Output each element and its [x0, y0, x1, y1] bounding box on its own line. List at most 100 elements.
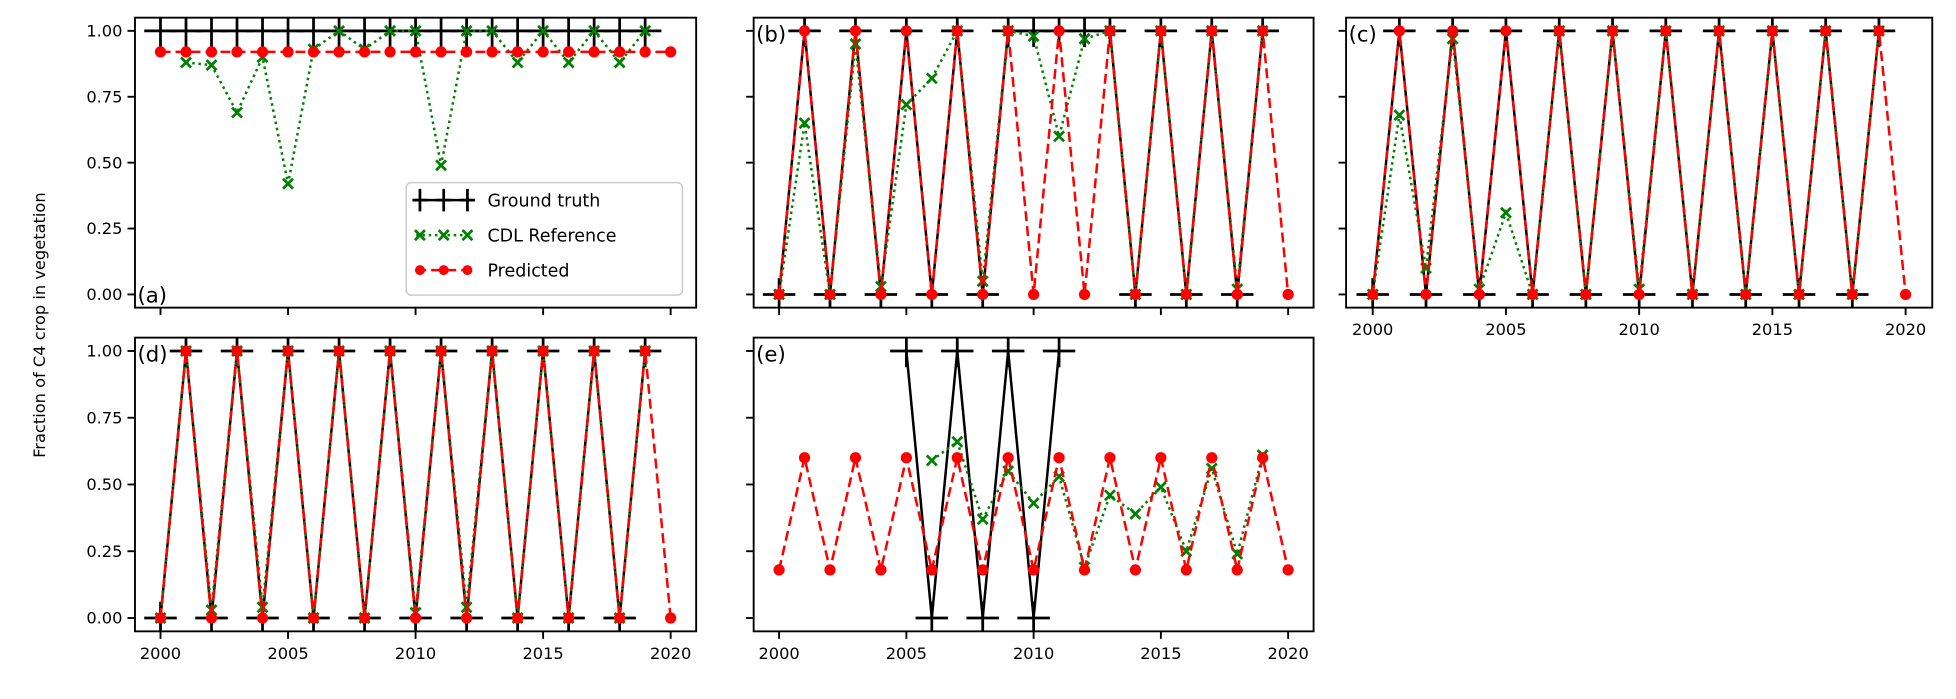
ground-truth-marker [1042, 337, 1076, 368]
ground-truth-marker [941, 337, 974, 368]
predicted-marker [951, 452, 963, 464]
x-tick-label: 2010 [1013, 644, 1054, 663]
predicted-marker [1686, 288, 1699, 301]
axes-frame [134, 16, 698, 309]
y-tick-label: 0.25 [86, 542, 122, 561]
cdl-reference-marker [511, 56, 524, 69]
legend-plus-icon [412, 188, 428, 212]
y-tick-label: 0.50 [86, 475, 122, 494]
predicted-marker [875, 564, 887, 576]
predicted-marker [875, 288, 887, 301]
predicted-marker [1104, 452, 1116, 464]
plot-area [1356, 17, 1912, 308]
predicted-marker [1053, 452, 1065, 464]
predicted-marker [1155, 25, 1167, 37]
axes-frame [752, 336, 1315, 633]
predicted-marker [1447, 25, 1459, 37]
predicted-marker [1846, 288, 1858, 301]
x-tick-label: 2000 [140, 644, 181, 663]
predicted-marker [1899, 288, 1912, 301]
predicted-marker [798, 452, 811, 464]
predicted-marker [849, 452, 862, 464]
cdl-reference-marker [1104, 489, 1116, 502]
predicted-marker [511, 612, 524, 624]
predicted-marker [588, 345, 600, 357]
predicted-marker [1180, 288, 1192, 301]
predicted-marker [1740, 288, 1752, 301]
panel-label: (c) [1349, 22, 1377, 47]
y-axis-label: Fraction of C4 crop in vegetation [30, 192, 49, 458]
predicted-marker [1206, 452, 1218, 464]
cdl-reference-marker [900, 98, 913, 111]
predicted-marker [1002, 452, 1014, 464]
panels: 0.000.250.500.751.00(a)(b)2000 2005 2010 20… [86, 16, 1934, 663]
predicted-marker [773, 564, 785, 576]
y-tick-label: 0.50 [86, 153, 122, 172]
predicted-marker [1766, 25, 1779, 37]
ground-truth-marker [915, 601, 949, 632]
predicted-marker [1180, 564, 1192, 576]
predicted-marker [1129, 564, 1142, 576]
predicted-marker [1155, 452, 1167, 464]
ground-truth-marker [1017, 601, 1050, 632]
cdl-reference-marker [1499, 206, 1512, 219]
predicted-marker [1420, 288, 1432, 301]
predicted-marker [639, 345, 651, 357]
legend-x-icon [413, 229, 426, 242]
predicted-marker [486, 345, 498, 357]
predicted-marker [154, 612, 167, 624]
legend-plus-icon [436, 188, 452, 212]
cdl-reference-marker [1078, 32, 1091, 45]
plot-area [762, 17, 1294, 308]
predicted-marker [1393, 25, 1405, 37]
predicted-marker [1002, 25, 1014, 37]
cdl-reference-marker [282, 177, 295, 190]
predicted-marker [282, 345, 294, 357]
predicted-marker [307, 46, 320, 58]
predicted-marker [1282, 564, 1294, 576]
cdl-reference-marker [976, 275, 989, 288]
x-tick-label: 2015 [522, 644, 563, 663]
predicted-marker [1526, 288, 1539, 301]
axes-frame [134, 336, 698, 633]
predicted-marker [282, 46, 294, 58]
cdl-reference-marker [333, 24, 346, 37]
panel-b: (b) [746, 16, 1315, 316]
cdl-reference-marker [951, 435, 964, 448]
predicted-marker [435, 345, 447, 357]
predicted-marker [849, 25, 862, 37]
predicted-marker [1027, 564, 1040, 576]
panel-a: 0.00 0.25 0.50 0.75 1.00 (a) [86, 16, 698, 316]
predicted-marker [537, 345, 549, 357]
predicted-marker [180, 345, 192, 357]
predicted-marker [1257, 25, 1269, 37]
y-tick-label: 1.00 [86, 21, 122, 40]
panel-e: 2000 2005 2010 2015 2020 (e) [746, 336, 1315, 663]
cdl-reference-marker [798, 117, 811, 130]
y-tick-label: 0.25 [86, 219, 122, 238]
legend-x-icon [437, 229, 450, 242]
predicted-marker [665, 612, 677, 624]
predicted-marker [824, 564, 836, 576]
cdl-reference-marker [1154, 481, 1167, 494]
predicted-marker [333, 46, 345, 58]
x-tick-label: 2020 [650, 644, 691, 663]
predicted-marker [307, 612, 320, 624]
predicted-marker [1078, 564, 1091, 576]
predicted-marker [1713, 25, 1725, 37]
predicted-marker [231, 46, 243, 58]
predicted-marker [1553, 25, 1565, 37]
predicted-marker [231, 345, 243, 357]
predicted-marker [460, 612, 473, 624]
ground-truth-marker [991, 337, 1025, 368]
panel-label: (e) [756, 342, 786, 367]
predicted-marker [1793, 288, 1805, 301]
ground-truth-marker [890, 337, 923, 368]
cdl-reference-marker [460, 24, 473, 37]
y-tick-label: 0.00 [86, 285, 122, 304]
cdl-reference-marker [409, 24, 422, 37]
legend-circle-icon [438, 265, 449, 276]
legend-circle-icon [414, 265, 425, 276]
x-tick-label: 2005 [267, 644, 308, 663]
y-tick-label: 1.00 [86, 342, 122, 361]
